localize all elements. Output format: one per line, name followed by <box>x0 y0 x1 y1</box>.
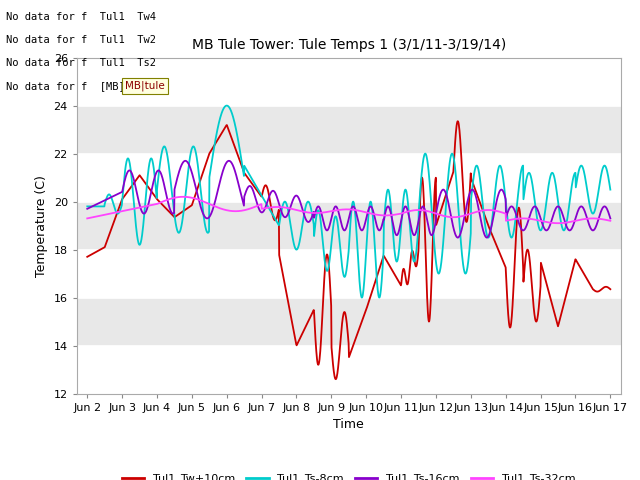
Tul1_Tw+10cm <box>259 192 266 197</box>
Tul1_Ts-32cm <box>554 220 562 226</box>
Tul1_Ts-16cm <box>499 188 507 193</box>
Tul1_Ts-8cm <box>187 150 195 156</box>
Text: No data for f  [MB]tule: No data for f [MB]tule <box>6 81 150 91</box>
Tul1_Tw+10cm <box>545 289 553 295</box>
Tul1_Ts-32cm <box>607 218 614 224</box>
Tul1_Tw+10cm <box>187 203 195 209</box>
Text: MB|tule: MB|tule <box>125 81 164 91</box>
Tul1_Ts-8cm <box>545 180 553 186</box>
Tul1_Ts-16cm <box>259 209 266 215</box>
Tul1_Tw+10cm <box>200 168 207 173</box>
Tul1_Ts-32cm <box>200 199 208 204</box>
Tul1_Tw+10cm <box>607 286 614 292</box>
Line: Tul1_Ts-8cm: Tul1_Ts-8cm <box>87 106 611 298</box>
Tul1_Ts-32cm <box>83 216 91 221</box>
Line: Tul1_Ts-32cm: Tul1_Ts-32cm <box>87 197 611 223</box>
Line: Tul1_Ts-16cm: Tul1_Ts-16cm <box>87 161 611 238</box>
Tul1_Ts-8cm <box>375 295 383 300</box>
Text: No data for f  Tul1  Ts2: No data for f Tul1 Ts2 <box>6 58 156 68</box>
Tul1_Ts-32cm <box>259 206 266 212</box>
Tul1_Ts-16cm <box>483 235 491 240</box>
Tul1_Ts-32cm <box>499 210 506 216</box>
Tul1_Ts-8cm <box>200 213 207 218</box>
Bar <box>77 106 621 154</box>
Tul1_Ts-32cm <box>545 219 552 225</box>
Bar <box>77 346 621 394</box>
Tul1_Ts-16cm <box>83 206 91 212</box>
Line: Tul1_Tw+10cm: Tul1_Tw+10cm <box>87 121 611 379</box>
Tul1_Ts-16cm <box>182 158 189 164</box>
Bar <box>77 250 621 298</box>
Legend: Tul1_Tw+10cm, Tul1_Ts-8cm, Tul1_Ts-16cm, Tul1_Ts-32cm: Tul1_Tw+10cm, Tul1_Ts-8cm, Tul1_Ts-16cm,… <box>118 469 580 480</box>
Tul1_Ts-8cm <box>431 243 438 249</box>
Y-axis label: Temperature (C): Temperature (C) <box>35 175 48 276</box>
Tul1_Ts-16cm <box>607 216 614 221</box>
Bar <box>77 58 621 106</box>
Tul1_Tw+10cm <box>430 201 438 206</box>
Tul1_Ts-8cm <box>259 194 266 200</box>
Title: MB Tule Tower: Tule Temps 1 (3/1/11-3/19/14): MB Tule Tower: Tule Temps 1 (3/1/11-3/19… <box>191 38 506 52</box>
Tul1_Tw+10cm <box>83 254 91 260</box>
Tul1_Tw+10cm <box>454 119 461 124</box>
Tul1_Ts-32cm <box>430 210 438 216</box>
Tul1_Tw+10cm <box>332 376 340 382</box>
Tul1_Ts-8cm <box>499 173 507 179</box>
Tul1_Ts-16cm <box>200 213 208 218</box>
Tul1_Ts-8cm <box>223 103 230 108</box>
Bar <box>77 202 621 250</box>
Tul1_Ts-8cm <box>607 187 614 192</box>
Text: No data for f  Tul1  Tw4: No data for f Tul1 Tw4 <box>6 12 156 22</box>
Tul1_Ts-16cm <box>188 168 195 173</box>
Tul1_Ts-16cm <box>545 225 553 231</box>
Tul1_Ts-32cm <box>179 194 187 200</box>
Tul1_Ts-16cm <box>430 227 438 233</box>
X-axis label: Time: Time <box>333 418 364 431</box>
Bar <box>77 298 621 346</box>
Tul1_Tw+10cm <box>499 258 507 264</box>
Bar <box>77 154 621 202</box>
Text: No data for f  Tul1  Tw2: No data for f Tul1 Tw2 <box>6 35 156 45</box>
Tul1_Ts-8cm <box>83 204 91 209</box>
Tul1_Ts-32cm <box>188 195 195 201</box>
